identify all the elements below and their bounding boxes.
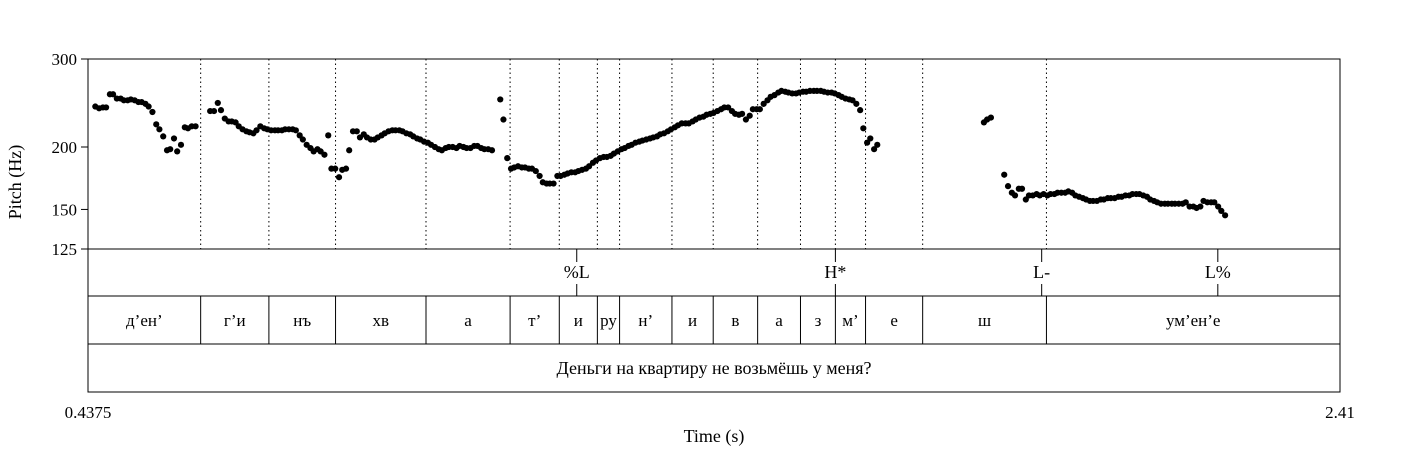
pitch-point	[1218, 207, 1225, 214]
tone-label: L%	[1205, 262, 1231, 282]
pitch-point	[867, 135, 874, 142]
pitch-point	[174, 148, 181, 155]
pitch-point	[871, 146, 878, 153]
y-axis-title: Pitch (Hz)	[5, 145, 26, 219]
pitch-point	[1011, 192, 1019, 199]
pitch-point	[102, 104, 110, 111]
segment-label: и	[688, 311, 697, 330]
pitch-point	[353, 128, 360, 135]
pitch-point	[987, 114, 994, 121]
x-axis-max-tick-label: 2.41	[1325, 403, 1355, 422]
pitch-point	[1182, 199, 1189, 206]
tone-label: %L	[564, 262, 590, 282]
y-tick-label: 125	[52, 240, 78, 259]
pitch-point	[299, 136, 306, 143]
y-tick-label: 200	[52, 138, 78, 157]
pitch-point	[738, 110, 746, 117]
pitch-point	[160, 133, 167, 140]
pitch-point	[488, 147, 496, 154]
pitch-point	[156, 126, 163, 133]
pitch-point	[177, 141, 185, 148]
segment-label: з	[815, 311, 822, 330]
pitch-point	[756, 106, 763, 113]
y-axis: 125 150 200 300	[52, 50, 88, 259]
pitch-point	[1215, 203, 1222, 210]
pitch-point	[500, 116, 507, 123]
plot-frame	[87, 58, 1341, 393]
pitch-point	[1001, 171, 1008, 178]
pitch-point	[253, 127, 260, 134]
pitch-point	[292, 127, 299, 134]
tier-structure	[88, 248, 1340, 345]
pitch-point	[153, 121, 160, 128]
pitch-point	[214, 99, 221, 107]
pitch-point	[1018, 185, 1026, 192]
tone-label: H*	[824, 262, 846, 282]
segment-label: нъ	[293, 311, 311, 330]
pitch-point	[192, 123, 199, 130]
segment-label: ш	[978, 311, 991, 330]
pitch-point	[864, 139, 871, 146]
segment-label: н’	[638, 311, 653, 330]
sentence-label: Деньги на квартиру не возьмёшь у меня?	[556, 358, 871, 378]
segment-label: ру	[600, 311, 617, 330]
pitch-point	[346, 147, 353, 154]
segment-label: м’	[842, 311, 858, 330]
segment-label: и	[574, 311, 583, 330]
pitch-point	[874, 141, 881, 148]
segment-label: в	[731, 311, 739, 330]
pitch-point	[746, 112, 753, 119]
pitch-point	[321, 151, 328, 158]
segment-label: т’	[528, 311, 541, 330]
x-axis-min-tick-label: 0.4375	[65, 403, 112, 422]
segment-label: а	[464, 311, 472, 330]
pitch-point	[145, 103, 152, 110]
segment-label: хв	[373, 311, 390, 330]
pitch-point	[210, 107, 218, 115]
pitch-point	[1222, 212, 1229, 219]
pitch-point	[325, 132, 332, 139]
pitch-point	[550, 180, 557, 187]
pitch-point	[342, 165, 350, 172]
pitch-point	[332, 165, 339, 172]
tone-label: L-	[1033, 262, 1050, 282]
pitch-point	[1211, 199, 1218, 206]
pitch-point	[109, 91, 117, 98]
segment-label: д’ен’	[126, 311, 163, 330]
tier-boundary-dotted-lines	[200, 59, 1047, 249]
pitch-point	[742, 116, 749, 123]
pitch-point	[857, 107, 864, 114]
segment-label: г’и	[224, 311, 246, 330]
pitch-points	[92, 87, 1229, 219]
tier-labels: %L H* L- L%д’ен’ г’и нъ хв а т’ и ру н’ и в а з м’ е ш ум’е…	[126, 262, 1231, 378]
y-tick-label: 300	[52, 50, 78, 69]
pitch-point	[532, 167, 539, 175]
segment-label: ум’ен’е	[1166, 311, 1221, 330]
pitch-point	[536, 172, 543, 180]
pitch-point	[217, 107, 225, 114]
segment-label: а	[775, 311, 783, 330]
pitch-point	[149, 108, 156, 116]
pitch-point	[1004, 183, 1012, 190]
pitch-point	[167, 146, 174, 153]
pitch-point	[1197, 203, 1204, 210]
pitch-point	[860, 125, 867, 132]
x-axis-title: Time (s)	[684, 426, 745, 447]
segment-label: е	[890, 311, 898, 330]
pitch-point	[497, 96, 504, 103]
pitch-point	[335, 174, 343, 181]
pitch-point	[170, 135, 178, 142]
pitch-point	[504, 155, 511, 162]
y-tick-label: 150	[52, 200, 78, 219]
pitch-point	[853, 100, 860, 107]
